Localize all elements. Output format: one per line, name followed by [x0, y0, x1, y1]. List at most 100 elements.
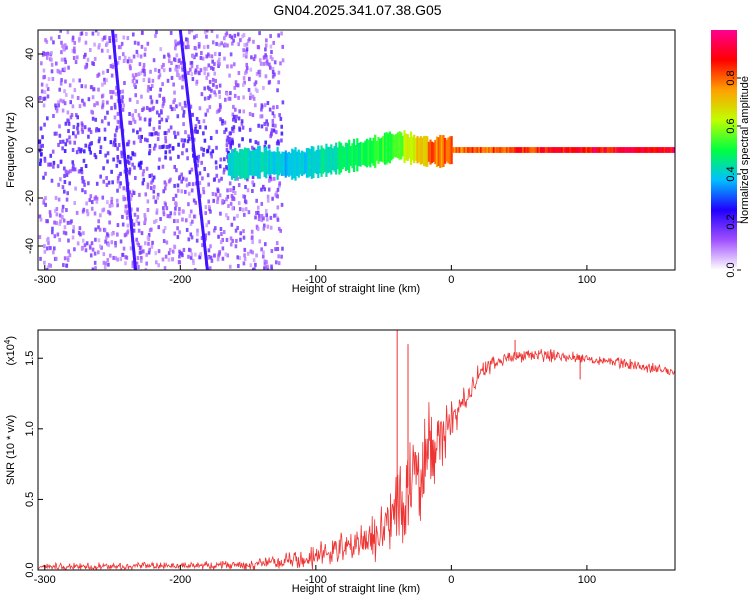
heatmap-cell	[170, 107, 174, 112]
heatmap-cell	[126, 230, 129, 235]
heatmap-cell	[237, 201, 241, 206]
heatmap-cell	[195, 64, 199, 69]
heatmap-cell	[237, 42, 240, 47]
heatmap-cell	[246, 188, 250, 193]
heatmap-cell	[271, 66, 275, 71]
heatmap-cell	[252, 258, 256, 263]
heatmap-cell	[158, 93, 162, 98]
signal-cell	[502, 147, 505, 153]
heatmap-cell	[137, 242, 141, 247]
heatmap-cell	[248, 37, 251, 42]
heatmap-cell	[196, 129, 199, 134]
heatmap-cell	[64, 92, 68, 97]
signal-cell	[245, 148, 248, 179]
heatmap-cell	[245, 66, 249, 71]
heatmap-cell	[125, 204, 128, 209]
heatmap-cell	[91, 247, 95, 252]
heatmap-cell	[142, 249, 145, 254]
heatmap-cell	[38, 214, 42, 219]
heatmap-cell	[87, 97, 91, 102]
heatmap-cell	[269, 134, 272, 139]
heatmap-cell	[143, 137, 147, 142]
heatmap-cell	[116, 60, 120, 65]
heatmap-cell	[94, 30, 98, 33]
signal-cell	[557, 147, 561, 153]
signal-cell	[286, 152, 289, 176]
signal-cell	[388, 131, 391, 164]
heatmap-cell	[138, 246, 142, 251]
heatmap-cell	[78, 226, 82, 231]
signal-cell	[260, 151, 263, 173]
colorbar-tick-label: 0.8	[725, 70, 737, 85]
heatmap-cell	[190, 64, 194, 69]
heatmap-cell	[272, 128, 276, 133]
signal-cell	[637, 147, 640, 153]
heatmap-cell	[119, 239, 123, 244]
signal-cell	[484, 147, 487, 153]
heatmap-cell	[162, 189, 166, 194]
heatmap-cell	[223, 120, 227, 125]
heatmap-cell	[46, 94, 50, 99]
heatmap-cell	[161, 164, 165, 169]
heatmap-cell	[99, 150, 102, 155]
snr-marks	[38, 330, 675, 570]
heatmap-cell	[181, 106, 184, 111]
signal-cell	[413, 134, 416, 164]
heatmap-cell	[177, 154, 180, 159]
heatmap-cell	[247, 87, 251, 92]
heatmap-cell	[106, 68, 110, 73]
x-tick-label: -300	[34, 574, 56, 586]
heatmap-cell	[73, 46, 76, 51]
heatmap-cell	[265, 127, 268, 132]
heatmap-cell	[162, 239, 166, 244]
heatmap-cell	[71, 235, 75, 240]
signal-cell	[645, 147, 648, 153]
heatmap-cell	[53, 220, 56, 225]
heatmap-cell	[84, 52, 87, 57]
heatmap-cell	[266, 224, 270, 229]
heatmap-cell	[204, 125, 208, 130]
signal-cell	[530, 147, 533, 153]
heatmap-cell	[115, 125, 119, 130]
heatmap-cell	[183, 100, 187, 105]
heatmap-cell	[62, 218, 66, 223]
heatmap-cell	[41, 52, 45, 57]
heatmap-cell	[89, 150, 93, 155]
heatmap-cell	[205, 54, 209, 59]
heatmap-cell	[184, 103, 187, 108]
heatmap-cell	[123, 55, 127, 60]
heatmap-cell	[73, 49, 76, 54]
heatmap-cell	[207, 220, 211, 225]
heatmap-cell	[253, 54, 257, 59]
heatmap-cell	[182, 113, 185, 118]
heatmap-cell	[221, 256, 225, 261]
signal-cell	[339, 142, 343, 173]
signal-cell	[426, 136, 429, 167]
heatmap-cell	[107, 180, 111, 185]
heatmap-cell	[140, 94, 143, 99]
signal-cell	[611, 147, 614, 153]
heatmap-cell	[279, 116, 283, 121]
heatmap-cell	[213, 226, 217, 231]
heatmap-cell	[107, 209, 110, 214]
heatmap-cell	[50, 57, 53, 62]
x-tick-label: -100	[305, 274, 327, 286]
heatmap-cell	[140, 134, 143, 139]
signal-cell	[406, 133, 409, 161]
heatmap-cell	[243, 253, 246, 258]
heatmap-cell	[57, 182, 60, 187]
heatmap-cell	[84, 40, 88, 45]
heatmap-cell	[255, 210, 258, 215]
signal-cell	[609, 147, 613, 153]
heatmap-cell	[113, 138, 117, 143]
heatmap-cell	[215, 173, 219, 178]
signal-cell	[390, 133, 393, 161]
heatmap-cell	[157, 68, 161, 73]
signal-cell	[401, 136, 404, 157]
heatmap-cell	[41, 135, 44, 140]
heatmap-cell	[162, 229, 166, 234]
heatmap-cell	[266, 198, 270, 203]
heatmap-cell	[43, 122, 46, 127]
heatmap-cell	[238, 109, 241, 114]
signal-cell	[491, 147, 494, 153]
